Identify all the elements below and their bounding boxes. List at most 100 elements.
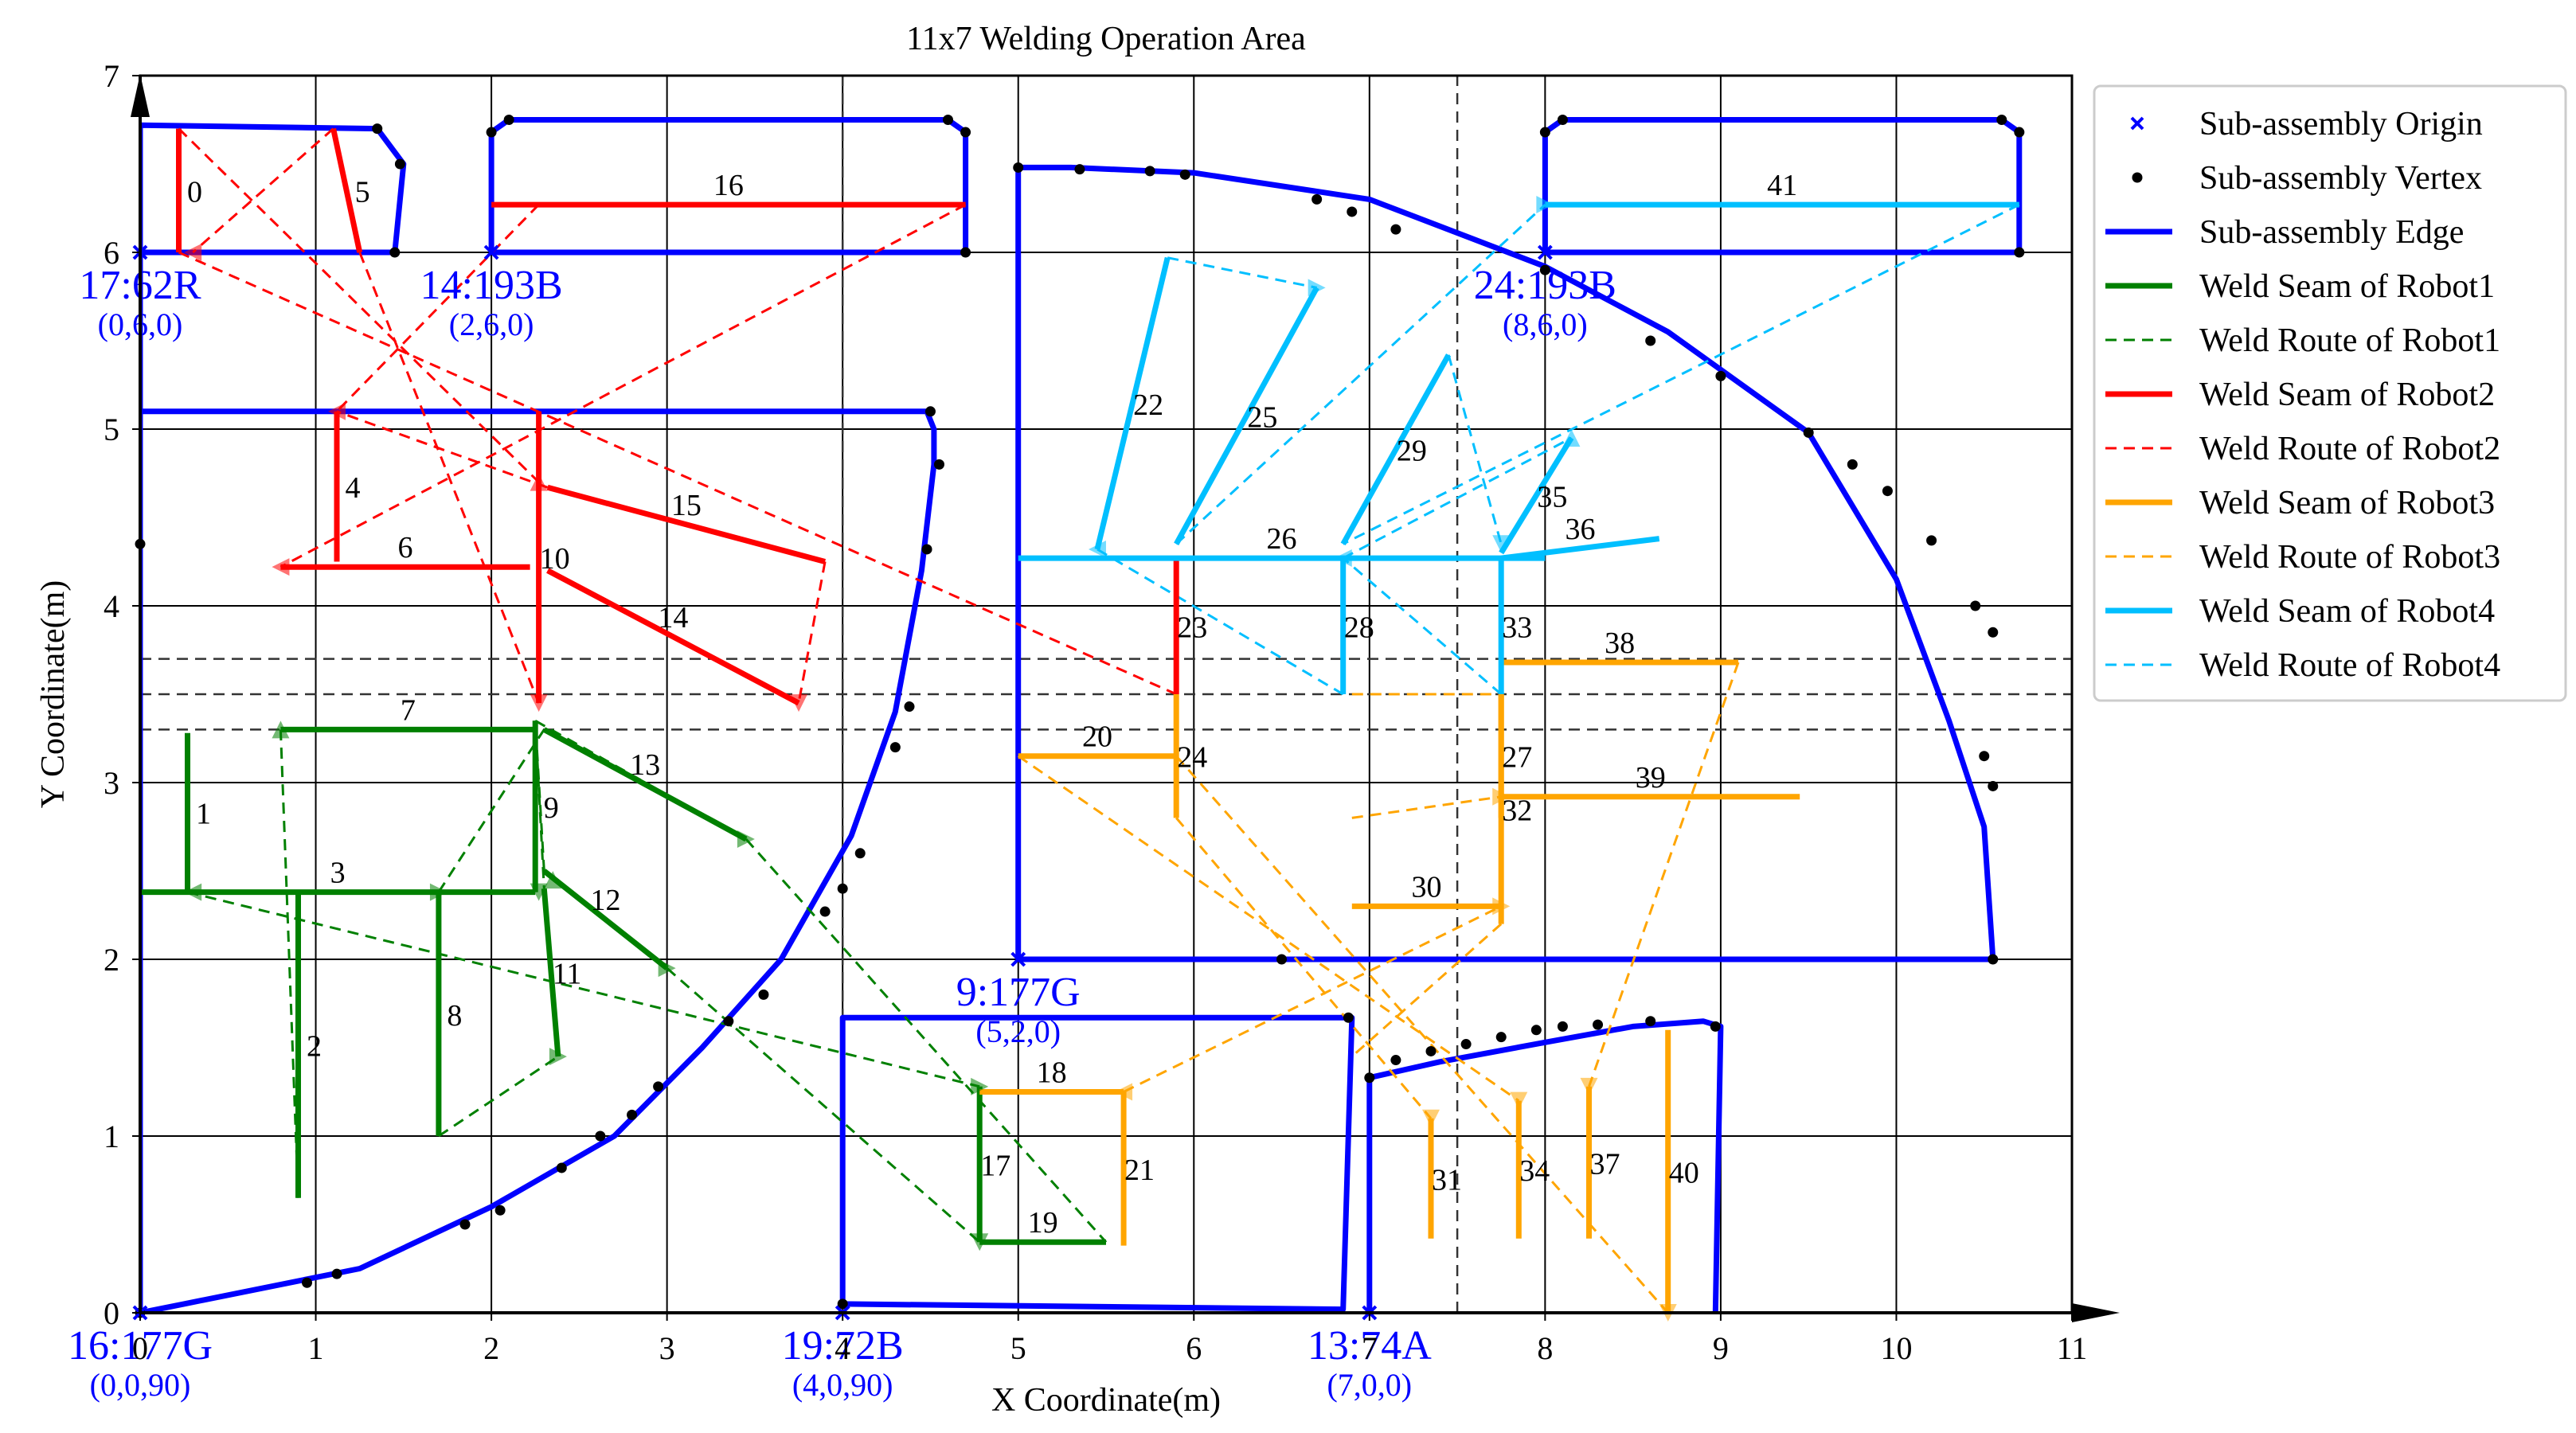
seam-label: 7 (401, 693, 416, 727)
origin-coords: (8,6,0) (1503, 307, 1588, 342)
legend-label: Weld Route of Robot4 (2199, 647, 2500, 684)
legend-label: Weld Seam of Robot1 (2199, 268, 2495, 305)
subassembly-vertex (837, 883, 848, 894)
subassembly-vertex (1593, 1019, 1604, 1030)
x-tick-label: 9 (1713, 1330, 1729, 1366)
legend: Sub-assembly Origin Sub-assembly Vertex Su… (2093, 84, 2567, 702)
route-arrowhead (530, 473, 548, 491)
weld-route (797, 561, 827, 704)
subassembly-vertex (331, 1268, 342, 1279)
y-tick-label: 1 (104, 1119, 119, 1154)
subassembly-vertex (1539, 264, 1550, 275)
seam-label: 8 (447, 999, 462, 1033)
subassembly-vertex (1847, 459, 1858, 470)
y-tick-label: 4 (104, 588, 119, 624)
weld-route (335, 204, 540, 412)
weld-route (1588, 662, 1740, 1087)
subassembly-vertex (1803, 427, 1814, 438)
subassembly-origins: 16:177G(0,0,90)17:62R(0,6,0)14:193B(2,6,… (68, 244, 1616, 1403)
seam-label: 27 (1502, 741, 1532, 775)
seam-label: 6 (398, 531, 413, 564)
subassembly-vertex (960, 247, 971, 258)
route-arrowhead (1492, 535, 1511, 553)
seam-label: 23 (1177, 611, 1207, 645)
x-tick-label: 11 (2057, 1330, 2088, 1366)
legend-label: Weld Seam of Robot2 (2199, 377, 2495, 413)
origin-name: 24:193B (1474, 263, 1616, 308)
seam-label: 20 (1082, 720, 1112, 754)
x-tick-label: 5 (1010, 1330, 1026, 1366)
subassembly-vertex (1179, 169, 1190, 180)
weld-route (1017, 755, 1520, 1102)
subassembly-vertex (1539, 127, 1550, 138)
origin-coords: (5,2,0) (975, 1013, 1061, 1049)
seam-label: 41 (1767, 169, 1797, 202)
seam-label: 3 (330, 857, 346, 890)
subassembly-vertex (1979, 751, 1990, 762)
subassembly-vertex (1557, 115, 1568, 125)
subassembly-vertex (889, 742, 901, 753)
seam-label: 29 (1397, 435, 1427, 468)
route-arrowhead (530, 883, 548, 901)
y-tick-label: 6 (104, 235, 119, 271)
plot-frame (139, 74, 2074, 1314)
y-tick-label: 0 (104, 1295, 119, 1331)
seam-label: 11 (553, 958, 582, 991)
subassembly-vertex (1970, 600, 1981, 611)
legend-label: Weld Seam of Robot4 (2199, 593, 2495, 630)
subassembly-vertex (494, 1205, 506, 1216)
subassembly-vertex (1311, 193, 1323, 205)
subassembly-vertex (2014, 247, 2025, 258)
route-arrowhead (549, 1048, 567, 1066)
seam-label: 19 (1028, 1206, 1058, 1240)
weld-seam (542, 869, 669, 970)
weld-route (358, 252, 540, 704)
weld-seam (1340, 353, 1452, 546)
seam-label: 37 (1590, 1147, 1620, 1181)
seam-label: 18 (1037, 1056, 1067, 1090)
subassembly-vertex (1364, 1072, 1375, 1084)
subassembly-edge (1015, 164, 1996, 962)
subassembly-vertex (2014, 127, 2025, 138)
route-arrowhead (971, 1077, 989, 1095)
subassembly-vertex (1557, 1021, 1568, 1032)
seam-label: 1 (196, 798, 211, 831)
subassembly-vertex (1074, 164, 1085, 175)
seam-label: 12 (590, 884, 620, 917)
seam-label: 21 (1124, 1154, 1155, 1187)
route-arrowhead (971, 1233, 989, 1251)
route-arrowhead (328, 402, 346, 420)
route-arrowhead (272, 720, 290, 739)
route-arrowhead (1562, 429, 1581, 447)
route-arrowhead (1334, 549, 1352, 568)
weld-seam (546, 568, 800, 706)
subassembly-vertex (1276, 954, 1288, 965)
seam-label: 26 (1267, 522, 1297, 556)
subassembly-vertex (1882, 486, 1893, 497)
subassembly-vertex (819, 906, 831, 917)
route-arrowhead (544, 871, 562, 889)
legend-label: Weld Route of Robot3 (2199, 539, 2500, 576)
seam-label: 22 (1133, 389, 1163, 422)
seam-label: 40 (1669, 1156, 1699, 1189)
subassembly-vertex (1013, 162, 1024, 173)
subassembly-vertex (372, 123, 383, 135)
legend-box (2093, 84, 2567, 702)
subassembly-vertex (758, 989, 769, 1000)
seam-label: 16 (713, 169, 744, 202)
origin-coords: (2,6,0) (449, 307, 534, 342)
weld-route (1123, 905, 1502, 1093)
legend-label: Sub-assembly Origin (2199, 106, 2483, 143)
subassembly-vertex (1996, 115, 2007, 125)
route-arrowhead (1088, 540, 1106, 558)
legend-label: Weld Route of Robot1 (2199, 322, 2500, 359)
subassembly-vertex (924, 406, 936, 417)
y-axis-label: Y Coordinate(m) (35, 580, 72, 809)
weld-route (1343, 203, 2020, 545)
weld-route (666, 966, 981, 1244)
divider-lines (140, 76, 2072, 1313)
route-arrowhead (184, 244, 202, 261)
weld-route (534, 720, 545, 872)
